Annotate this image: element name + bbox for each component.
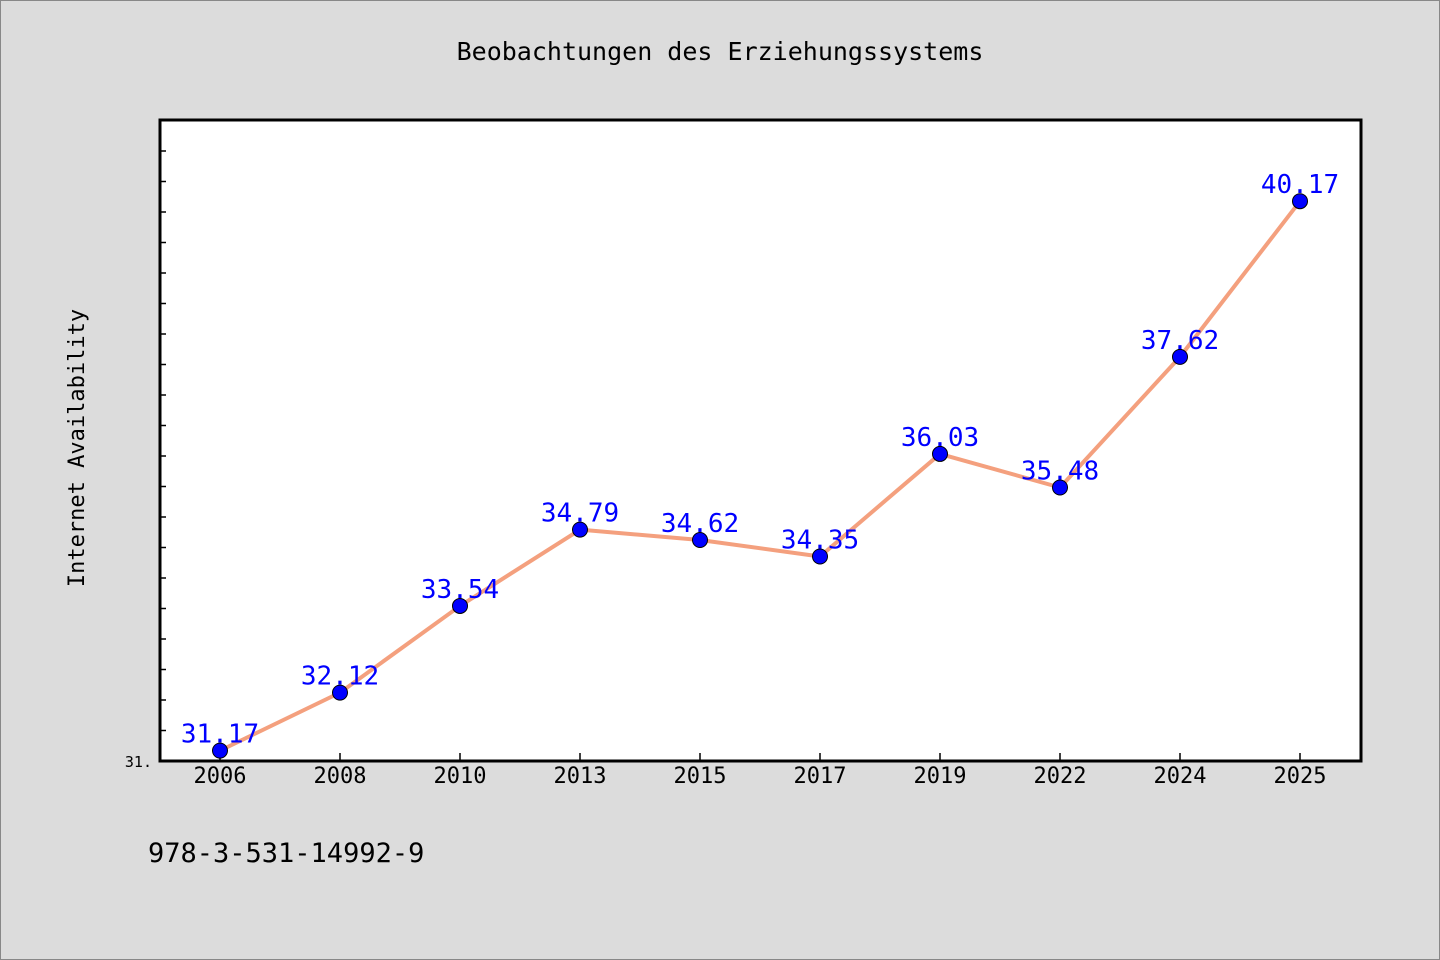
x-tick-label: 2013 xyxy=(554,764,607,789)
data-point xyxy=(1292,193,1308,210)
y-minor-ticks xyxy=(160,150,166,732)
data-point xyxy=(452,597,468,614)
data-label: 33.54 xyxy=(421,575,499,605)
data-labels: 31.17 32.12 33.54 34.79 34.62 34.35 36.03 35.48… xyxy=(181,170,1339,749)
x-tick-label: 2024 xyxy=(1154,764,1207,789)
data-label: 36.03 xyxy=(901,423,979,453)
data-point xyxy=(212,742,228,759)
x-tick-label: 2015 xyxy=(674,764,727,789)
chart-title: Beobachtungen des Erziehungssystems xyxy=(457,37,984,66)
series-line xyxy=(218,199,1302,753)
data-label: 34.62 xyxy=(661,509,739,539)
data-point xyxy=(1172,348,1188,365)
x-tick-labels: 2006 2008 2010 2013 2015 2017 2019 2022 2024 2025 xyxy=(194,764,1327,789)
footer-isbn: 978-3-531-14992-9 xyxy=(148,838,424,869)
data-label: 37.62 xyxy=(1141,326,1219,356)
plot-area xyxy=(158,118,1363,763)
data-label: 34.79 xyxy=(541,499,619,529)
series-markers xyxy=(212,193,1308,759)
y-tick-label: 31. xyxy=(125,753,152,771)
x-tick-label: 2019 xyxy=(914,764,967,789)
data-point xyxy=(812,548,828,565)
data-label: 35.48 xyxy=(1021,457,1099,487)
x-tick-label: 2010 xyxy=(434,764,487,789)
x-tick-label: 2017 xyxy=(794,764,847,789)
x-tick-label: 2008 xyxy=(314,764,367,789)
x-tick-label: 2006 xyxy=(194,764,247,789)
data-point xyxy=(332,684,348,701)
data-label: 32.12 xyxy=(301,662,379,692)
data-label: 40.17 xyxy=(1261,170,1339,200)
data-point xyxy=(932,445,948,462)
y-axis-label: Internet Availability xyxy=(65,309,90,587)
data-label: 31.17 xyxy=(181,720,259,750)
x-tick-label: 2025 xyxy=(1274,764,1327,789)
data-label: 34.35 xyxy=(781,525,859,555)
data-point xyxy=(572,521,588,538)
x-tick-label: 2022 xyxy=(1034,764,1087,789)
data-point xyxy=(1052,479,1068,496)
data-point xyxy=(692,532,708,549)
